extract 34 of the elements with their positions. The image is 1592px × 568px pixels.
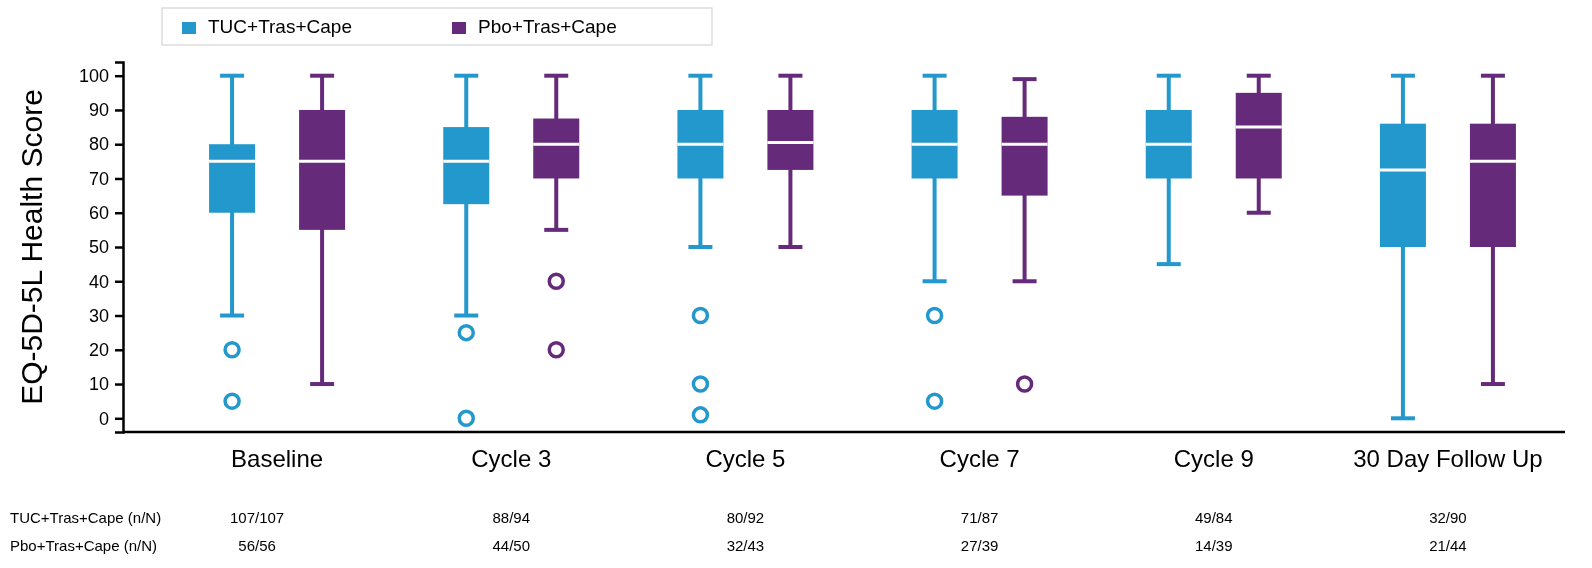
text: 88/94 xyxy=(492,509,531,526)
y-tick-label: 80 xyxy=(88,134,109,155)
text: 107/107 xyxy=(229,509,285,526)
x-tick-label: Baseline xyxy=(231,445,324,473)
x-tick-label: Cycle 7 xyxy=(939,445,1020,473)
y-tick-label: 100 xyxy=(78,65,109,86)
text: 14/39 xyxy=(1194,537,1233,554)
y-tick-label: 90 xyxy=(88,100,109,121)
text: 32/43 xyxy=(726,537,765,554)
text: 56/56 xyxy=(238,537,276,554)
x-tick-label: Cycle 5 xyxy=(705,445,786,473)
y-axis-title: EQ-5D-5L Health Score xyxy=(15,89,48,405)
legend-label: Pbo+Tras+Cape xyxy=(478,16,617,37)
x-tick-label: 30 Day Follow Up xyxy=(1353,445,1543,473)
text: 80/92 xyxy=(726,509,765,526)
text: 44/50 xyxy=(492,537,531,554)
x-tick-label: Cycle 9 xyxy=(1173,445,1254,473)
text: 49/84 xyxy=(1194,509,1233,526)
y-tick-label: 20 xyxy=(88,340,109,361)
y-tick-label: 30 xyxy=(88,305,109,326)
legend-label: TUC+Tras+Cape xyxy=(208,16,352,37)
text: Pbo+Tras+Cape (n/N) xyxy=(10,537,158,554)
text: 32/90 xyxy=(1429,509,1467,526)
text: 27/39 xyxy=(960,537,999,554)
y-tick-label: 10 xyxy=(88,374,109,395)
x-tick-label: Cycle 3 xyxy=(471,445,552,473)
y-tick-label: 70 xyxy=(88,168,109,189)
y-tick-label: 40 xyxy=(88,271,109,292)
y-tick-label: 60 xyxy=(88,203,109,223)
y-tick-label: 50 xyxy=(88,237,109,258)
text: 21/44 xyxy=(1429,537,1467,554)
text: 71/87 xyxy=(960,509,999,526)
text: TUC+Tras+Cape (n/N) xyxy=(10,509,162,526)
y-tick-label: 0 xyxy=(98,408,109,429)
